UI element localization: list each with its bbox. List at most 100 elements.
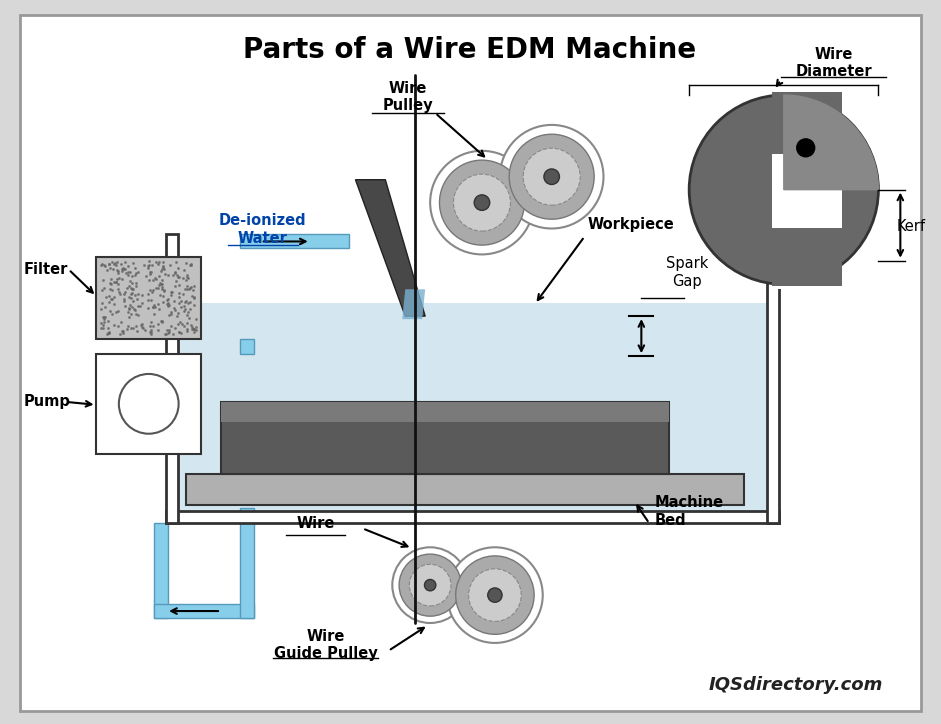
Point <box>98 302 113 313</box>
Point <box>110 256 125 268</box>
Point <box>177 306 192 317</box>
Point <box>151 271 166 282</box>
Point <box>163 321 178 332</box>
Point <box>172 297 187 308</box>
Point <box>116 325 131 337</box>
Bar <box>96 258 201 339</box>
Point <box>124 270 139 282</box>
Point <box>152 256 167 268</box>
Point <box>182 313 197 324</box>
Point <box>176 321 191 332</box>
Bar <box>178 303 767 511</box>
Point <box>104 284 120 295</box>
Circle shape <box>689 95 879 285</box>
Point <box>128 308 143 320</box>
Text: Wire
Diameter: Wire Diameter <box>795 47 872 80</box>
Point <box>93 259 108 271</box>
Point <box>155 278 170 290</box>
Point <box>166 329 181 340</box>
Bar <box>221 402 669 422</box>
Point <box>145 286 160 298</box>
Point <box>122 266 137 278</box>
Point <box>100 315 115 327</box>
Point <box>124 308 139 320</box>
Point <box>123 282 138 294</box>
Point <box>171 272 186 283</box>
Point <box>151 298 166 310</box>
Text: Machine
Bed: Machine Bed <box>654 495 724 528</box>
Point <box>161 269 176 280</box>
Point <box>106 277 121 288</box>
Point <box>158 329 173 340</box>
Bar <box>186 473 744 505</box>
Point <box>184 321 199 332</box>
Point <box>149 256 164 267</box>
Point <box>181 306 196 317</box>
Point <box>95 274 110 285</box>
Point <box>179 279 194 291</box>
Bar <box>154 604 254 618</box>
Point <box>153 278 168 290</box>
Point <box>110 268 125 279</box>
Point <box>154 316 169 328</box>
Point <box>164 306 179 317</box>
Point <box>101 323 116 334</box>
Point <box>116 327 131 339</box>
Point <box>167 322 183 334</box>
Point <box>167 280 183 292</box>
Point <box>129 279 144 291</box>
Point <box>162 326 177 337</box>
Point <box>148 301 163 313</box>
Bar <box>767 235 779 523</box>
Point <box>95 297 110 308</box>
Point <box>120 266 136 278</box>
Point <box>179 295 194 307</box>
Circle shape <box>455 556 534 634</box>
Point <box>186 292 201 304</box>
Circle shape <box>392 547 468 623</box>
Point <box>141 295 156 306</box>
Point <box>112 273 127 285</box>
Point <box>181 284 196 295</box>
Point <box>159 295 174 306</box>
Point <box>144 316 159 328</box>
Point <box>114 316 129 328</box>
Point <box>126 283 141 295</box>
Point <box>121 281 136 292</box>
Point <box>97 311 112 323</box>
Point <box>180 284 195 295</box>
Point <box>104 293 119 305</box>
Bar <box>96 397 154 411</box>
Point <box>128 267 143 279</box>
Point <box>129 293 144 305</box>
Point <box>111 305 126 316</box>
Point <box>144 259 159 271</box>
Point <box>131 300 146 312</box>
Point <box>180 269 195 281</box>
Circle shape <box>399 554 461 616</box>
Point <box>101 290 116 301</box>
Point <box>102 258 117 270</box>
Polygon shape <box>784 95 879 190</box>
Point <box>161 293 176 305</box>
Bar <box>772 92 841 153</box>
Point <box>165 269 180 281</box>
Point <box>124 277 139 289</box>
Point <box>101 327 116 338</box>
Point <box>150 258 165 270</box>
Point <box>122 299 137 311</box>
Point <box>160 327 175 339</box>
Point <box>181 272 196 284</box>
Bar <box>167 235 178 523</box>
Point <box>136 322 151 334</box>
Point <box>95 311 110 323</box>
Point <box>145 301 160 313</box>
Point <box>160 324 175 335</box>
Point <box>106 291 121 303</box>
Point <box>105 264 120 275</box>
Point <box>123 323 138 334</box>
Point <box>125 283 140 295</box>
Point <box>141 274 156 285</box>
Circle shape <box>409 564 451 606</box>
Point <box>150 318 165 329</box>
